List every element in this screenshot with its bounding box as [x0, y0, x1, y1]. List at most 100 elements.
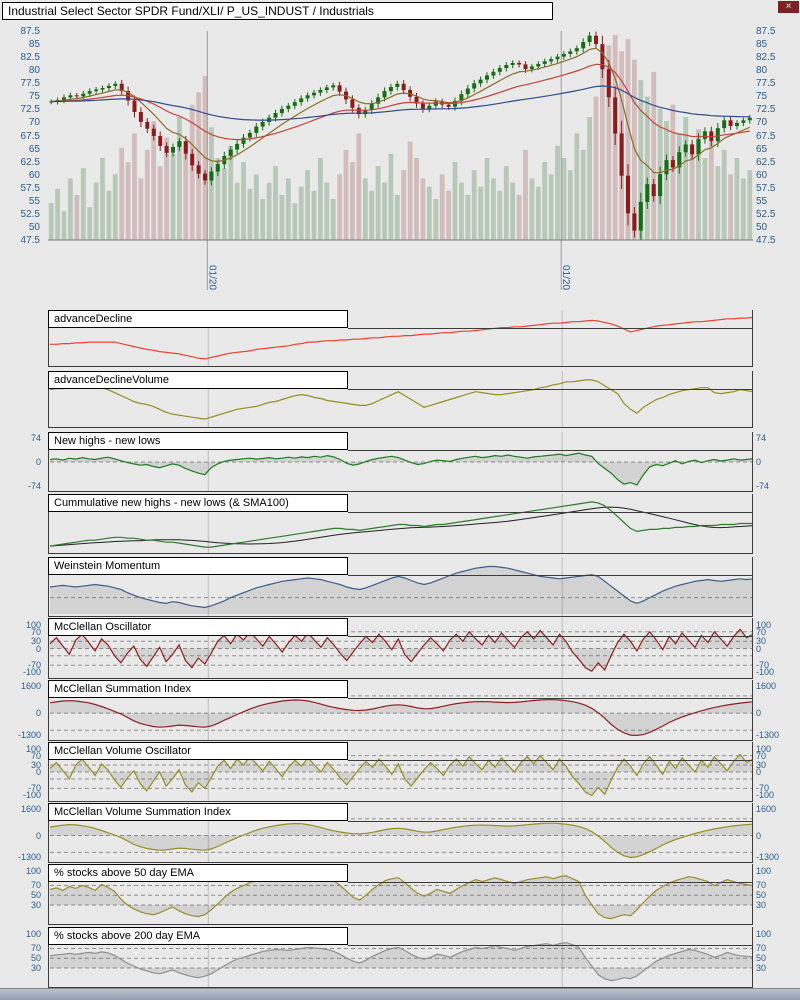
price-axis-label: 82.5: [20, 52, 40, 64]
pane-advance_decline_volume: advanceDeclineVolume: [0, 371, 800, 428]
pane-plot-pct_above_50[interactable]: [48, 864, 753, 925]
pane-axis-label: -1300: [756, 730, 780, 741]
pane-axis-label: -100: [22, 667, 41, 678]
pane-axis-label: 30: [756, 636, 767, 647]
price-chart-canvas[interactable]: 01/2019 01/2020: [48, 22, 753, 290]
pane-axis-label: 30: [30, 962, 41, 973]
pane-top-border: [348, 389, 753, 390]
pane-plot-mcclellan_osc[interactable]: [48, 618, 753, 679]
pane-axis-label: 50: [30, 890, 41, 901]
price-axis-label: 55: [756, 195, 768, 207]
price-axis-label: 47.5: [756, 235, 776, 246]
price-axis-label: 87.5: [20, 26, 40, 37]
pane-axis-label: 70: [756, 626, 767, 637]
price-axis-label: 60: [756, 169, 768, 181]
pane-axis-label: 0: [35, 767, 41, 777]
price-axis-label: 67.5: [756, 130, 776, 142]
pane-axis-label: 0: [35, 708, 41, 719]
pane-title-mcclellan_vol_osc[interactable]: McClellan Volume Oscillator: [48, 742, 348, 760]
pane-axis-label: 50: [30, 953, 41, 964]
pane-title-pct_above_200[interactable]: % stocks above 200 day EMA: [48, 927, 348, 945]
price-axis-label: 80: [756, 65, 768, 77]
pane-axis-label: -74: [756, 480, 770, 491]
pane-axis-label: 70: [756, 880, 767, 891]
pane-plot-mcclellan_sum[interactable]: [48, 680, 753, 741]
pane-axis-label: 74: [30, 433, 41, 444]
pane-mcclellan_vol_sum: McClellan Volume Summation Index 1600 1600…: [0, 803, 800, 863]
pane-axis-label: 1600: [756, 680, 777, 691]
pane-axis-label: 100: [756, 743, 772, 754]
close-icon: ×: [785, 1, 792, 12]
pane-axis-label: 0: [35, 457, 41, 467]
pane-axis-label: 70: [30, 880, 41, 891]
pane-axis-label: 1600: [20, 680, 41, 691]
pane-title-cum_nh_nl[interactable]: Cummulative new highs - new lows (& SMA1…: [48, 494, 348, 512]
pane-title-mcclellan_sum[interactable]: McClellan Summation Index: [48, 680, 348, 698]
pane-mcclellan_vol_osc: McClellan Volume Oscillator 100 100 70 70 30 3…: [0, 742, 800, 802]
price-axis-label: 62.5: [20, 156, 40, 168]
price-axis-label: 52.5: [20, 208, 40, 220]
pane-axis-label: 100: [756, 619, 772, 630]
pane-title-mcclellan_osc[interactable]: McClellan Oscillator: [48, 618, 348, 636]
pane-axis-label: 0: [756, 830, 762, 841]
pane-plot-weinstein[interactable]: [48, 557, 753, 617]
status-bar: [0, 988, 800, 1000]
pane-plot-advance_decline_volume[interactable]: [48, 371, 753, 428]
pane-axis-label: 100: [25, 865, 41, 876]
pane-title-nh_nl[interactable]: New highs - new lows: [48, 432, 348, 450]
pane-title-advance_decline[interactable]: advanceDecline: [48, 310, 348, 328]
pane-pct_above_50: % stocks above 50 day EMA 100 100 70 70 50 50 3…: [0, 864, 800, 925]
price-axis-label: 72.5: [20, 104, 40, 116]
pane-axis-label: 0: [756, 457, 762, 467]
pane-plot-nh_nl[interactable]: [48, 432, 753, 492]
pane-axis-label: 0: [35, 643, 41, 654]
pane-plot-cum_nh_nl[interactable]: [48, 494, 753, 554]
pane-axis-label: 100: [25, 743, 41, 754]
close-button[interactable]: ×: [778, 1, 799, 13]
pane-title-advance_decline_volume[interactable]: advanceDeclineVolume: [48, 371, 348, 389]
pane-mcclellan_osc: McClellan Oscillator 100 100 70 70 30 30 0 0 -70-…: [0, 618, 800, 679]
pane-axis-label: 30: [30, 759, 41, 770]
price-axis-label: 57.5: [756, 182, 776, 194]
pane-plot-pct_above_200[interactable]: [48, 927, 753, 988]
main-price-chart[interactable]: 01/2019 01/2020 87.5 87.5 85 85 82.5 82.5 80 80 77…: [0, 22, 800, 290]
pane-title-weinstein[interactable]: Weinstein Momentum: [48, 557, 348, 575]
price-axis-label: 52.5: [756, 208, 776, 220]
pane-top-border: [348, 821, 753, 822]
pane-axis-label: -1300: [17, 730, 41, 741]
pane-axis-label: 30: [756, 759, 767, 770]
pane-title-mcclellan_vol_sum[interactable]: McClellan Volume Summation Index: [48, 803, 348, 821]
pane-axis-label: -70: [27, 783, 41, 794]
price-axis-label: 70: [28, 117, 40, 129]
pane-axis-label: 0: [756, 708, 762, 719]
price-axis-label: 50: [756, 221, 768, 233]
pane-advance_decline: advanceDecline: [0, 310, 800, 367]
pane-title-pct_above_50[interactable]: % stocks above 50 day EMA: [48, 864, 348, 882]
pane-weinstein: Weinstein Momentum: [0, 557, 800, 617]
pane-axis-label: 0: [35, 830, 41, 841]
pane-axis-label: 74: [756, 433, 767, 444]
price-axis-label: 75: [756, 91, 768, 103]
price-axis-label: 55: [28, 195, 40, 207]
pane-axis-label: -70: [756, 783, 770, 794]
pane-top-border: [348, 512, 753, 513]
pane-axis-label: 50: [756, 953, 767, 964]
pane-axis-label: 100: [756, 928, 772, 939]
x-axis-label: 01/2019: [206, 265, 217, 290]
price-axis-label: 85: [756, 39, 768, 51]
pane-plot-mcclellan_vol_osc[interactable]: [48, 742, 753, 802]
price-axis-label: 85: [28, 39, 40, 51]
price-axis-label: 67.5: [20, 130, 40, 142]
price-axis-label: 75: [28, 91, 40, 103]
pane-axis-label: -70: [756, 660, 770, 671]
pane-axis-label: -100: [22, 790, 41, 801]
pane-axis-label: -74: [27, 480, 41, 491]
price-axis-label: 57.5: [20, 182, 40, 194]
pane-axis-label: -100: [756, 790, 775, 801]
price-axis-label: 82.5: [756, 52, 776, 64]
pane-top-border: [348, 636, 753, 637]
pane-top-border: [348, 328, 753, 329]
price-axis-label: 50: [28, 221, 40, 233]
pane-plot-advance_decline[interactable]: [48, 310, 753, 367]
